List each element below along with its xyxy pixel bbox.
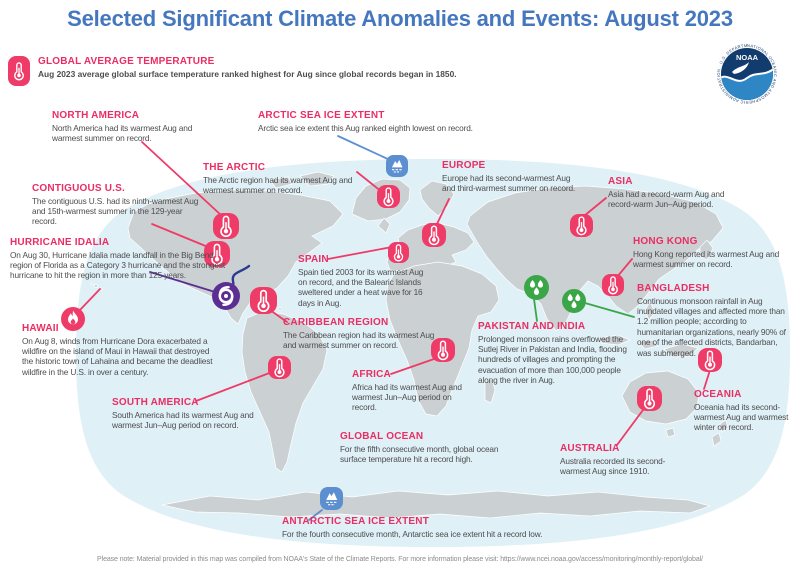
callout-text: The Caribbean region had its warmest Aug…	[283, 329, 435, 350]
continent-antarctica	[161, 490, 712, 519]
thermometer-icon	[250, 287, 277, 314]
callout-title: HONG KONG	[633, 236, 698, 247]
callout-text: South America had its warmest Aug and wa…	[112, 409, 254, 430]
callout-spain: SPAIN Spain tied 2003 for its warmest Au…	[298, 254, 433, 308]
thermometer-icon	[570, 214, 593, 237]
tasmania	[665, 427, 676, 438]
callout-text: The contiguous U.S. had its ninth-warmes…	[32, 195, 199, 227]
leader-line-australia	[616, 409, 644, 446]
thermometer-icon	[8, 56, 30, 86]
new-zealand	[711, 432, 722, 447]
thermometer-icon	[213, 213, 239, 239]
callout-title: HAWAII	[22, 323, 59, 334]
hawaii-islands	[90, 282, 94, 286]
callout-text: Continuous monsoon rainfall in Aug inund…	[637, 295, 786, 358]
leader-line-oceania	[703, 369, 711, 390]
callout-text: Oceania had its second-warmest Aug and w…	[694, 401, 789, 433]
callout-europe: EUROPE Europe had its second-warmest Aug…	[442, 160, 582, 193]
callout-australia: AUSTRALIA Australia recorded its second-…	[560, 443, 690, 476]
callout-text: Arctic sea ice extent this Aug ranked ei…	[258, 122, 473, 133]
legend-global-average-temperature: GLOBAL AVERAGE TEMPERATURE Aug 2023 aver…	[8, 56, 457, 86]
callout-text: On Aug 8, winds from Hurricane Dora exac…	[22, 335, 213, 377]
hurricane-icon	[212, 282, 240, 310]
callout-global-ocean: GLOBAL OCEAN For the fifth consecutive m…	[340, 431, 525, 464]
callout-hurricane-idalia: HURRICANE IDALIA On Aug 30, Hurricane Id…	[10, 237, 225, 281]
callout-title: GLOBAL OCEAN	[340, 431, 424, 442]
callout-title: AUSTRALIA	[560, 443, 620, 454]
callout-title: CARIBBEAN REGION	[283, 317, 389, 328]
hawaii-islands	[99, 287, 103, 291]
callout-south-america: SOUTH AMERICA South America had its warm…	[112, 397, 264, 430]
callout-hong-kong: HONG KONG Hong Kong reported its warmest…	[633, 236, 785, 269]
callout-text: On Aug 30, Hurricane Idalia made landfal…	[10, 249, 225, 281]
callout-text: For the fourth consecutive month, Antarc…	[282, 528, 543, 539]
callout-text: Asia had a record-warm Aug and record-wa…	[608, 188, 725, 209]
callout-title: NORTH AMERICA	[52, 110, 140, 121]
callout-title: EUROPE	[442, 160, 486, 171]
callout-text: Australia recorded its second-warmest Au…	[560, 455, 666, 476]
callout-text: North America had its warmest Aug and wa…	[52, 122, 193, 143]
callout-title: ANTARCTIC SEA ICE EXTENT	[282, 516, 430, 527]
callout-contiguous-us: CONTIGUOUS U.S. The contiguous U.S. had …	[32, 183, 200, 227]
footer-note: Please note: Material provided in this m…	[97, 556, 703, 563]
callout-text: Europe had its second-warmest Aug and th…	[442, 172, 576, 193]
callout-title: CONTIGUOUS U.S.	[32, 183, 126, 194]
thermometer-icon	[377, 185, 400, 208]
callout-north-america: NORTH AMERICA North America had its warm…	[52, 110, 202, 143]
british-isles	[377, 217, 391, 234]
callout-text: For the fifth consecutive month, global …	[340, 443, 499, 464]
leader-line-arctic-sea-ice	[337, 135, 391, 161]
legend-text: Aug 2023 average global surface temperat…	[38, 69, 457, 79]
callout-text: Hong Kong reported its warmest Aug and w…	[633, 248, 780, 269]
leader-line-europe	[435, 198, 450, 227]
callout-africa: AFRICA Africa had its warmest Aug and wa…	[352, 369, 462, 413]
callout-oceania: OCEANIA Oceania had its second-warmest A…	[694, 389, 794, 433]
callout-title: ARCTIC SEA ICE EXTENT	[258, 110, 385, 121]
callout-arctic-sea-ice: ARCTIC SEA ICE EXTENT Arctic sea ice ext…	[258, 110, 508, 133]
leader-line-pakistan-india	[533, 298, 538, 322]
callout-antarctic-sea-ice: ANTARCTIC SEA ICE EXTENT For the fourth …	[282, 516, 612, 539]
iceberg-icon	[320, 487, 343, 510]
callout-title: AFRICA	[352, 369, 391, 380]
thermometer-icon	[602, 274, 624, 296]
callout-title: HURRICANE IDALIA	[10, 237, 110, 248]
callout-title: ASIA	[608, 176, 633, 187]
callout-bangladesh: BANGLADESH Continuous monsoon rainfall i…	[637, 283, 789, 358]
callout-text: Spain tied 2003 for its warmest Aug on r…	[298, 266, 424, 308]
callout-title: SPAIN	[298, 254, 329, 265]
thermometer-icon	[637, 386, 662, 411]
callout-text: Prolonged monsoon rains overflowed the S…	[478, 333, 627, 386]
hawaii-islands	[94, 284, 98, 288]
callout-the-arctic: THE ARCTIC The Arctic region had its war…	[203, 162, 365, 195]
caribbean-islands	[278, 307, 282, 311]
callout-hawaii: HAWAII On Aug 8, winds from Hurricane Do…	[22, 323, 222, 377]
callout-title: PAKISTAN AND INDIA	[478, 321, 586, 332]
leader-line-bangladesh	[584, 302, 635, 318]
thermometer-icon	[268, 356, 291, 379]
page-title: Selected Significant Climate Anomalies a…	[67, 6, 733, 31]
callout-caribbean: CARIBBEAN REGION The Caribbean region ha…	[283, 317, 438, 350]
water-drops-icon	[562, 289, 586, 313]
callout-title: SOUTH AMERICA	[112, 397, 199, 408]
thermometer-icon	[422, 223, 446, 247]
water-drops-icon	[524, 275, 549, 300]
callout-pakistan-india: PAKISTAN AND INDIA Prolonged monsoon rai…	[478, 321, 636, 386]
callout-text: The Arctic region had its warmest Aug an…	[203, 174, 353, 195]
legend-title: GLOBAL AVERAGE TEMPERATURE	[38, 56, 215, 67]
callout-title: THE ARCTIC	[203, 162, 266, 173]
callout-text: Africa had its warmest Aug and warmest J…	[352, 381, 462, 413]
callout-title: BANGLADESH	[637, 283, 710, 294]
iceberg-icon	[386, 155, 408, 177]
callout-title: OCEANIA	[694, 389, 742, 400]
noaa-logo: NATIONAL OCEANIC AND ATMOSPHERIC ADMINIS…	[714, 41, 780, 107]
logo-text: NOAA	[736, 53, 759, 62]
callout-asia: ASIA Asia had a record-warm Aug and reco…	[608, 176, 738, 209]
